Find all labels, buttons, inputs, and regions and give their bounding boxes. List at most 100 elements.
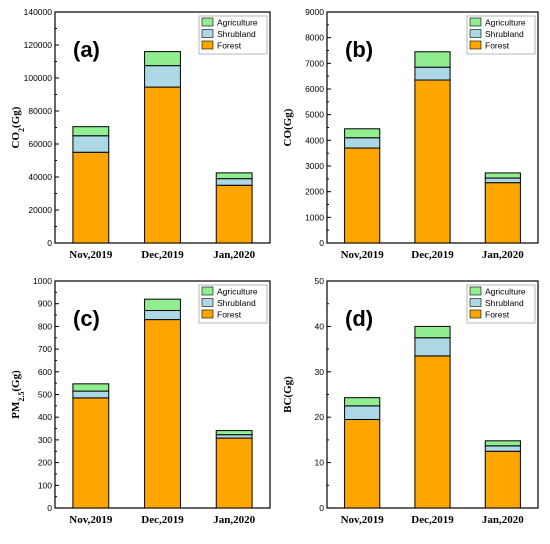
legend-swatch-agriculture [469, 286, 482, 296]
bar-shrubland [72, 135, 110, 153]
x-tick-label: Dec,2019 [141, 514, 184, 526]
x-tick-label: Nov,2019 [69, 514, 113, 526]
y-tick-label: 0 [47, 503, 52, 513]
bar-shrubland [414, 337, 451, 357]
y-tick-label: 3000 [305, 161, 324, 171]
y-tick-label: 100000 [24, 73, 53, 83]
chart-panel-4: 0 10 20 30 40 50 Nov,2019 Dec,2019 Jan,2020 BC(Gg… [282, 276, 539, 526]
x-tick-label: Nov,2019 [69, 249, 113, 261]
y-tick-label: 1000 [305, 212, 324, 222]
bar-agriculture [72, 126, 110, 137]
bar-agriculture [484, 440, 521, 447]
y-tick-label: 900 [38, 299, 52, 309]
x-tick-label: Dec,2019 [411, 514, 454, 526]
legend-label: Forest [217, 310, 242, 320]
x-tick-label: Dec,2019 [141, 249, 184, 261]
y-tick-label: 800 [38, 321, 52, 331]
legend-label: Agriculture [485, 18, 526, 28]
legend-swatch-forest [201, 309, 214, 319]
bar-forest [144, 319, 181, 509]
legend-swatch-forest [469, 40, 482, 50]
bar-forest [72, 151, 110, 244]
legend-label: Shrubland [217, 29, 256, 39]
y-tick-label: 40 [315, 321, 325, 331]
y-tick-label: 8000 [305, 33, 324, 43]
chart-panel-1: 0 20000 40000 60000 80000 100000 120000 140000 N… [10, 7, 271, 261]
y-tick-label: 100 [38, 480, 52, 490]
bar-forest [215, 184, 253, 244]
panel-label: (a) [73, 37, 100, 62]
legend-label: Forest [485, 310, 510, 320]
bar-shrubland [72, 390, 110, 399]
legend-label: Agriculture [217, 287, 258, 297]
bar-agriculture [484, 172, 521, 179]
bar-shrubland [215, 178, 253, 186]
x-tick-label: Nov,2019 [341, 249, 385, 261]
legend-swatch-shrubland [469, 29, 482, 38]
x-tick-label: Jan,2020 [482, 514, 524, 526]
bar-agriculture [215, 430, 253, 436]
bar-shrubland [344, 405, 381, 420]
y-tick-label: 300 [38, 435, 52, 445]
bar-shrubland [144, 310, 181, 321]
y-tick-label: 9000 [305, 7, 324, 17]
y-tick-label: 60000 [28, 139, 52, 149]
panel-label: (d) [345, 306, 373, 331]
y-tick-label: 1000 [33, 276, 52, 286]
bar-agriculture [144, 298, 181, 312]
bar-forest [144, 86, 181, 244]
bar-forest [344, 418, 381, 509]
bar-shrubland [144, 65, 181, 88]
legend-label: Shrubland [485, 29, 524, 39]
x-tick-label: Nov,2019 [341, 514, 385, 526]
y-tick-label: 600 [38, 367, 52, 377]
bar-forest [414, 79, 451, 244]
bar-agriculture [344, 128, 381, 139]
y-axis-label: PM2.5(Gg) [10, 370, 26, 419]
x-tick-label: Jan,2020 [482, 249, 524, 261]
x-tick-label: Jan,2020 [213, 514, 255, 526]
y-axis-label: CO(Gg) [282, 108, 294, 146]
y-tick-label: 2000 [305, 187, 324, 197]
legend-label: Agriculture [217, 18, 258, 28]
bar-shrubland [344, 137, 381, 149]
bar-agriculture [144, 51, 181, 67]
y-tick-label: 20 [315, 412, 325, 422]
legend-label: Shrubland [217, 298, 256, 308]
legend-swatch-agriculture [201, 286, 214, 296]
y-tick-label: 500 [38, 390, 52, 400]
y-tick-label: 0 [47, 238, 52, 248]
y-tick-label: 400 [38, 412, 52, 422]
bar-agriculture [344, 397, 381, 407]
legend-swatch-shrubland [201, 298, 214, 307]
y-tick-label: 0 [319, 503, 324, 513]
legend-label: Forest [485, 41, 510, 51]
y-tick-label: 4000 [305, 135, 324, 145]
y-tick-label: 20000 [28, 205, 52, 215]
y-tick-label: 700 [38, 344, 52, 354]
legend-swatch-agriculture [201, 17, 214, 27]
y-tick-label: 80000 [28, 106, 52, 116]
x-tick-label: Jan,2020 [213, 249, 255, 261]
legend-swatch-agriculture [469, 17, 482, 27]
y-tick-label: 10 [315, 458, 325, 468]
legend-label: Agriculture [485, 287, 526, 297]
bar-forest [414, 355, 451, 509]
bar-forest [484, 182, 521, 244]
legend-swatch-forest [201, 40, 214, 50]
y-tick-label: 5000 [305, 110, 324, 120]
y-axis-label: CO2(Gg) [10, 106, 26, 148]
bar-forest [344, 147, 381, 244]
bar-agriculture [414, 325, 451, 339]
y-tick-label: 50 [315, 276, 325, 286]
y-tick-label: 0 [319, 238, 324, 248]
y-tick-label: 7000 [305, 58, 324, 68]
legend-swatch-forest [469, 309, 482, 319]
panel-label: (c) [73, 306, 100, 331]
y-tick-label: 30 [315, 367, 325, 377]
chart-panel-2: 0 1000 2000 3000 4000 5000 6000 7000 8000 9000 Nov… [282, 7, 539, 261]
